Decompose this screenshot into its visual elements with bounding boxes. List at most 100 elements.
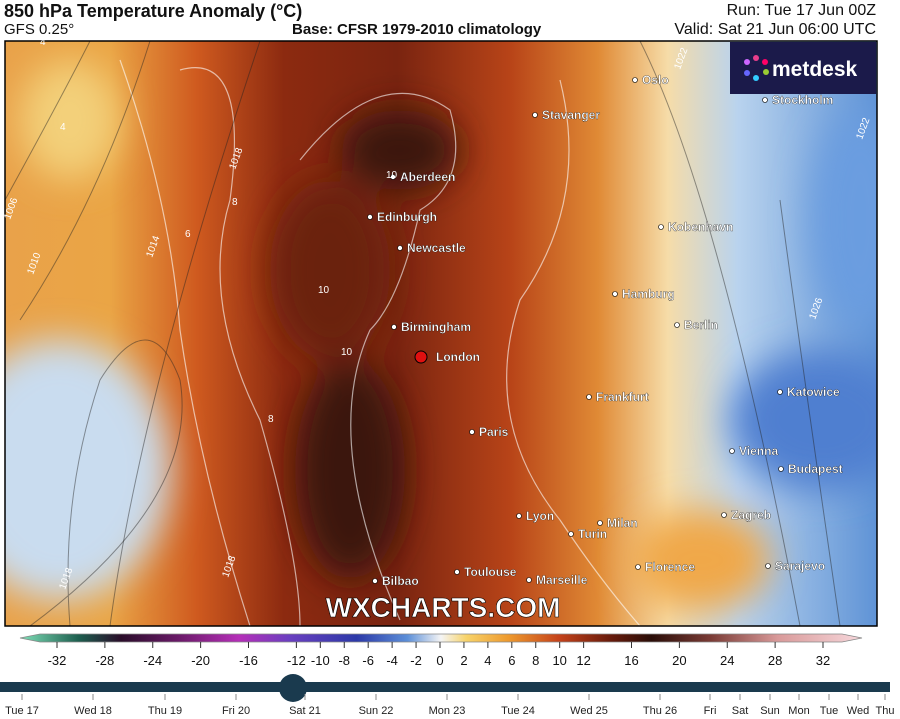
city-dot: [391, 324, 397, 330]
city-label: Turin: [578, 527, 607, 541]
city-label: Vienna: [739, 444, 778, 458]
colorbar-tick-label: 0: [436, 653, 443, 668]
contour-label: 4: [40, 37, 46, 48]
colorbar-tick-label: -12: [287, 653, 306, 668]
city-dot: [586, 394, 592, 400]
logo-box: [730, 42, 876, 94]
timeline-label[interactable]: Tue: [820, 705, 839, 717]
city-label: Frankfurt: [596, 390, 649, 404]
timeline-label[interactable]: Wed: [847, 705, 869, 717]
colorbar-tick-label: 32: [816, 653, 830, 668]
colorbar-tick-label: -2: [410, 653, 422, 668]
watermark: WXCHARTS.COM: [326, 592, 561, 623]
city-label: Kobenhavn: [668, 220, 733, 234]
timeline-label[interactable]: Sat 21: [289, 705, 321, 717]
city-label: Stockholm: [772, 93, 833, 107]
valid: Valid: Sat 21 Jun 06:00 UTC: [674, 21, 876, 38]
colorbar-tick-label: -32: [48, 653, 67, 668]
colorbar-tick-label: 4: [484, 653, 491, 668]
contour-label: 10: [318, 285, 330, 296]
timeline-track: [0, 682, 890, 692]
city-label: Florence: [645, 560, 695, 574]
city-dot: [532, 112, 538, 118]
timeline-label[interactable]: Sat: [732, 705, 749, 717]
city-label: Sarajevo: [775, 559, 825, 573]
city-label: Oslo: [642, 73, 669, 87]
city-label: Marseille: [536, 573, 588, 587]
city-dot: [612, 291, 618, 297]
city-dot: [729, 448, 735, 454]
colorbar-tick-label: -8: [338, 653, 350, 668]
timeline-label[interactable]: Wed 25: [570, 705, 608, 717]
contour-label: 6: [185, 229, 191, 240]
city-label: Aberdeen: [400, 170, 455, 184]
timeline-label[interactable]: Fri 20: [222, 705, 250, 717]
colorbar-tick-label: 6: [508, 653, 515, 668]
map: [5, 41, 877, 626]
timeline-label[interactable]: Tue 17: [5, 705, 39, 717]
city-label: Birmingham: [401, 320, 471, 334]
city-dot: [674, 322, 680, 328]
colorbar-tick-label: -4: [386, 653, 398, 668]
colorbar-tick-label: -20: [191, 653, 210, 668]
timeline-label[interactable]: Tue 24: [501, 705, 535, 717]
city-dot: [372, 578, 378, 584]
contour-label: 10: [386, 170, 398, 181]
city-dot: [765, 563, 771, 569]
city-label: Zagreb: [731, 508, 771, 522]
timeline-label[interactable]: Wed 18: [74, 705, 112, 717]
city-label: Stavanger: [542, 108, 600, 122]
city-label: Toulouse: [464, 565, 517, 579]
city-dot: [568, 531, 574, 537]
city-dot: [597, 520, 603, 526]
city-label: Milan: [607, 516, 638, 530]
timeline-label[interactable]: Mon 23: [429, 705, 466, 717]
logo-text: metdesk: [772, 58, 858, 81]
timeline-knob[interactable]: [279, 674, 307, 702]
colorbar-tick-label: -28: [95, 653, 114, 668]
timeline-label[interactable]: Sun 22: [359, 705, 394, 717]
contour-label: 8: [232, 197, 238, 208]
colorbar-tick-label: -6: [362, 653, 374, 668]
timeline-label[interactable]: Mon: [788, 705, 809, 717]
timeline-label[interactable]: Fri: [704, 705, 717, 717]
city-label: Berlin: [684, 318, 718, 332]
city-label: Bilbao: [382, 574, 419, 588]
timeline-label[interactable]: Sun: [760, 705, 780, 717]
timeline-label[interactable]: Thu 26: [643, 705, 677, 717]
contour-label: 4: [60, 122, 66, 133]
city-dot: [397, 245, 403, 251]
city-label: Paris: [479, 425, 509, 439]
colorbar-tick-label: -24: [143, 653, 162, 668]
colorbar: [19, 633, 863, 643]
city-label: Budapest: [788, 462, 843, 476]
logo-icon: [744, 55, 769, 81]
city-dot: [777, 389, 783, 395]
city-dot: [367, 214, 373, 220]
city-dot: [632, 77, 638, 83]
city-dot: [658, 224, 664, 230]
timeline-label[interactable]: Thu: [876, 705, 895, 717]
colorbar-tick-label: 10: [552, 653, 566, 668]
contour-label: 8: [268, 414, 274, 425]
colorbar-tick-label: 20: [672, 653, 686, 668]
colorbar-tick-label: 24: [720, 653, 734, 668]
run: Run: Tue 17 Jun 00Z: [726, 2, 876, 19]
city-dot: [454, 569, 460, 575]
title: 850 hPa Temperature Anomaly (°C): [4, 1, 303, 21]
timeline-label[interactable]: Thu 19: [148, 705, 182, 717]
colorbar-tick-label: 2: [460, 653, 467, 668]
city-label: Newcastle: [407, 241, 466, 255]
city-label: London: [436, 350, 480, 364]
colorbar-tick-label: 16: [624, 653, 638, 668]
city-dot: [635, 564, 641, 570]
model: GFS 0.25°: [4, 21, 75, 38]
colorbar-tick-label: -10: [311, 653, 330, 668]
city-label: Lyon: [526, 509, 554, 523]
colorbar-tick-label: 12: [576, 653, 590, 668]
city-dot: [762, 97, 768, 103]
city-dot: [390, 174, 396, 180]
colorbar-tick-label: -16: [239, 653, 258, 668]
